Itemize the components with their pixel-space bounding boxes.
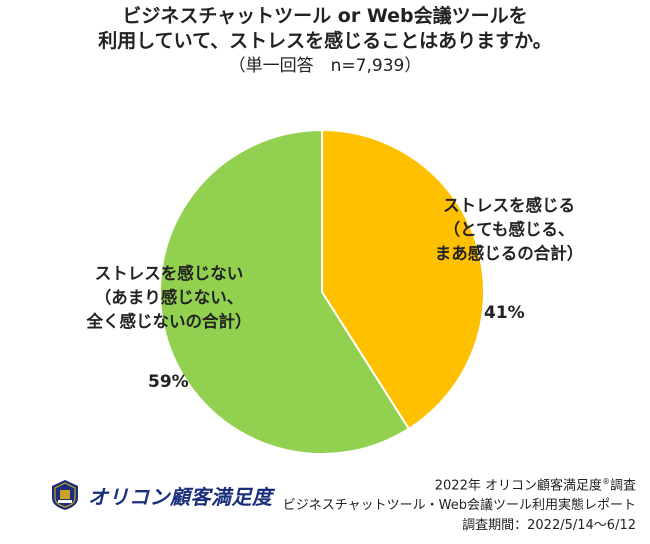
slice-value-stress-no: 59%	[148, 372, 189, 392]
slice-label-line: （とても感じる、	[443, 220, 575, 239]
slice-label-line: （あまり感じない、	[94, 288, 244, 307]
source-line-2: ビジネスチャットツール・Web会議ツール利用実態レポート	[282, 498, 636, 514]
title-line-1: ビジネスチャットツール or Web会議ツールを	[122, 5, 528, 27]
registered-mark: ®	[601, 477, 610, 486]
source-line-1: 2022年 オリコン顧客満足度®調査	[283, 472, 636, 496]
chart-subtitle: （単一回答 n=7,939）	[228, 56, 422, 76]
pie-slice-stress-no	[159, 128, 411, 455]
source-line-3: 調査期間：2022/5/14～6/12	[462, 518, 636, 534]
slice-label-line: 全く感じないの合計）	[86, 312, 252, 331]
slice-label-line: ストレスを感じない	[94, 264, 244, 283]
source-note: 2022年 オリコン顧客満足度®調査 ビジネスチャットツール・Web会議ツール利…	[283, 472, 636, 536]
slice-value-stress-yes: 41%	[484, 303, 525, 323]
title-line-2: 利用していて、ストレスを感じることはありますか。	[98, 30, 552, 52]
oricon-badge-icon	[52, 480, 78, 510]
source-line-1-tail: 調査	[609, 478, 636, 494]
slice-label-line: ストレスを感じる	[443, 196, 575, 215]
slice-label-stress-yes: ストレスを感じる （とても感じる、 まあ感じるの合計）	[420, 194, 598, 266]
chart-title: ビジネスチャットツール or Web会議ツールを 利用していて、ストレスを感じる…	[0, 4, 650, 79]
slice-label-line: まあ感じるの合計）	[434, 244, 584, 263]
oricon-logo: オリコン顧客満足度	[48, 478, 273, 512]
source-line-1-text: 2022年 オリコン顧客満足度	[434, 478, 602, 494]
logo-text: オリコン顧客満足度	[88, 484, 273, 509]
slice-label-stress-no: ストレスを感じない （あまり感じない、 全く感じないの合計）	[70, 262, 268, 334]
